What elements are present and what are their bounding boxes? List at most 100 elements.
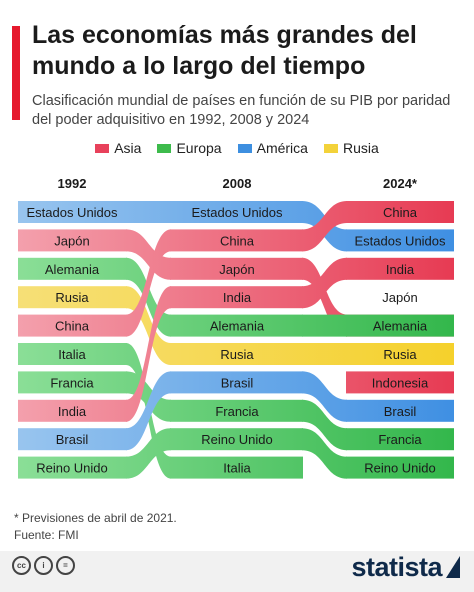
- logo-mark-icon: [446, 556, 460, 578]
- rank-connector: [302, 399, 347, 451]
- rank-bar: [170, 371, 303, 394]
- legend-swatch-europa: [157, 143, 172, 153]
- country-label: Alemania: [210, 319, 265, 334]
- rank-connector: [302, 343, 347, 365]
- legend-swatch-asia: [95, 143, 110, 153]
- country-label: Francia: [50, 375, 94, 390]
- rank-connector: [126, 428, 171, 479]
- license-icons: cc i =: [12, 556, 75, 575]
- legend: Asia Europa América Rusia: [0, 140, 474, 156]
- series-reino-unido: [18, 428, 454, 479]
- rank-bar: [18, 399, 127, 422]
- rank-connector: [302, 257, 347, 309]
- legend-label: Rusia: [342, 140, 379, 156]
- rank-bar: [18, 314, 127, 337]
- rank-bar: [346, 371, 454, 394]
- country-label: India: [223, 290, 252, 305]
- rank-bar: [170, 314, 303, 337]
- legend-item-asia: Asia: [95, 140, 141, 156]
- rank-bar: [18, 286, 127, 309]
- rank-bar: [170, 399, 303, 422]
- year-label: 2008: [223, 176, 252, 191]
- country-label: Alemania: [45, 262, 100, 277]
- legend-item-rusia: Rusia: [323, 140, 379, 156]
- rank-bar: [18, 201, 127, 223]
- country-label: Estados Unidos: [26, 205, 118, 220]
- rank-bar: [18, 456, 127, 479]
- rank-bar: [170, 456, 303, 479]
- country-label: Alemania: [373, 319, 428, 334]
- rank-connector: [302, 314, 347, 337]
- rank-connector: [302, 201, 347, 252]
- rank-bar: [170, 257, 303, 280]
- by-icon[interactable]: i: [34, 556, 53, 575]
- rank-connector: [302, 428, 347, 479]
- country-label: Indonesia: [372, 375, 429, 390]
- country-label: Reino Unido: [364, 461, 436, 476]
- country-label: India: [386, 262, 415, 277]
- country-label: Japón: [382, 290, 417, 305]
- rank-bar: [18, 371, 127, 394]
- rank-bar: [346, 456, 454, 479]
- rank-bar: [346, 399, 454, 422]
- country-label: India: [58, 404, 87, 419]
- country-label: Estados Unidos: [191, 205, 283, 220]
- rank-bar: [18, 229, 127, 252]
- rank-bar: [18, 343, 127, 365]
- series-india: [18, 257, 454, 422]
- nd-icon[interactable]: =: [56, 556, 75, 575]
- rank-bar: [346, 428, 454, 451]
- country-label: Reino Unido: [36, 461, 108, 476]
- country-label: Brasil: [384, 404, 417, 419]
- country-label: Francia: [215, 404, 259, 419]
- country-label: China: [55, 319, 90, 334]
- footer-bar: [0, 551, 474, 592]
- footnote: * Previsiones de abril de 2021. Fuente: …: [14, 510, 177, 544]
- rank-connector: [126, 286, 171, 422]
- rank-connector: [126, 371, 171, 422]
- rank-connector: [302, 371, 347, 422]
- rank-bar: [346, 201, 454, 223]
- statista-logo[interactable]: statista: [351, 551, 460, 583]
- rank-bar: [346, 257, 454, 280]
- cc-icon[interactable]: cc: [12, 556, 31, 575]
- legend-swatch-rusia: [323, 143, 338, 153]
- rank-connector: [126, 229, 171, 280]
- country-label: Rusia: [220, 347, 254, 362]
- country-label: Estados Unidos: [354, 233, 446, 248]
- rank-bar: [346, 229, 454, 252]
- country-label: Japón: [54, 233, 89, 248]
- legend-item-europa: Europa: [157, 140, 222, 156]
- country-label: China: [220, 233, 255, 248]
- rank-connector: [126, 201, 171, 223]
- rank-connector: [126, 371, 171, 451]
- legend-item-america: América: [237, 140, 308, 156]
- legend-label: Europa: [176, 140, 222, 156]
- rank-bar: [170, 201, 303, 223]
- series-indonesia: [346, 371, 454, 394]
- country-label: Brasil: [56, 432, 89, 447]
- year-label: 1992: [58, 176, 87, 191]
- series-china: [18, 201, 454, 337]
- country-label: Francia: [378, 432, 422, 447]
- rank-connector: [126, 229, 171, 337]
- legend-swatch-america: [237, 143, 252, 153]
- year-label: 2024*: [383, 176, 418, 191]
- rank-bar: [18, 428, 127, 451]
- country-label: Reino Unido: [201, 432, 273, 447]
- bump-chart: 1992 2008 2024* Estados Unidos Japón Alemania…: [18, 176, 454, 479]
- country-label: Italia: [223, 461, 251, 476]
- page-title: Las economías más grandes del mundo a lo…: [32, 21, 417, 80]
- rank-bar: [170, 229, 303, 252]
- rank-bar: [346, 314, 454, 337]
- title-accent-bar: [12, 26, 20, 120]
- rank-bar: [18, 257, 127, 280]
- footnote-text: * Previsiones de abril de 2021.: [14, 511, 177, 525]
- country-label: Japón: [219, 262, 254, 277]
- legend-label: Asia: [114, 140, 142, 156]
- country-label: China: [383, 205, 418, 220]
- legend-label: América: [256, 140, 308, 156]
- page-subtitle: Clasificación mundial de países en funci…: [32, 93, 451, 128]
- rank-bar: [170, 428, 303, 451]
- logo-text: statista: [351, 551, 442, 582]
